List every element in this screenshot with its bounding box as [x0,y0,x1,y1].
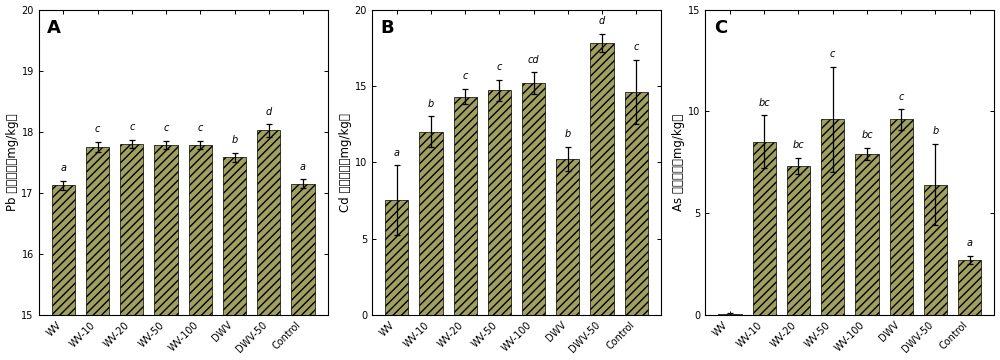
Bar [223,157,246,360]
Bar [890,120,913,315]
Text: c: c [634,42,639,52]
Bar [257,130,280,360]
Bar [958,260,981,315]
Text: a: a [967,238,973,248]
Bar [189,145,212,360]
Bar [454,96,477,315]
Text: bc: bc [793,140,804,150]
Text: a: a [394,148,400,158]
Bar [385,201,408,315]
Bar [120,144,143,360]
Bar [488,90,511,315]
Bar [556,159,579,315]
Text: c: c [497,62,502,72]
Text: c: c [129,122,135,132]
Text: d: d [599,16,605,26]
Bar [787,166,810,315]
Text: c: c [198,123,203,133]
Text: cd: cd [528,54,539,64]
Bar [52,185,75,360]
Text: d: d [266,107,272,117]
Bar [590,43,614,315]
Text: a: a [60,163,66,173]
Bar [924,185,947,315]
Text: c: c [163,123,169,133]
Bar [86,147,109,360]
Text: b: b [932,126,939,136]
Bar [718,314,742,315]
Text: B: B [381,19,394,37]
Bar [154,145,178,360]
Text: c: c [462,71,468,81]
Text: b: b [428,99,434,109]
Bar [855,154,879,315]
Text: A: A [47,19,61,37]
Bar [522,83,545,315]
Text: c: c [899,92,904,102]
Text: C: C [714,19,727,37]
Text: bc: bc [758,98,770,108]
Text: c: c [95,125,100,134]
Bar [753,142,776,315]
Bar [419,132,443,315]
Text: c: c [830,49,835,59]
Y-axis label: Pb 的吸附量（mg/kg）: Pb 的吸附量（mg/kg） [6,113,19,211]
Bar [291,184,315,360]
Y-axis label: Cd 的吸附量（mg/kg）: Cd 的吸附量（mg/kg） [339,113,352,212]
Y-axis label: As 的吸附量（mg/kg）: As 的吸附量（mg/kg） [672,113,685,211]
Text: b: b [231,135,238,145]
Bar [625,92,648,315]
Text: b: b [565,129,571,139]
Text: bc: bc [861,130,873,140]
Bar [821,120,844,315]
Text: a: a [300,162,306,172]
